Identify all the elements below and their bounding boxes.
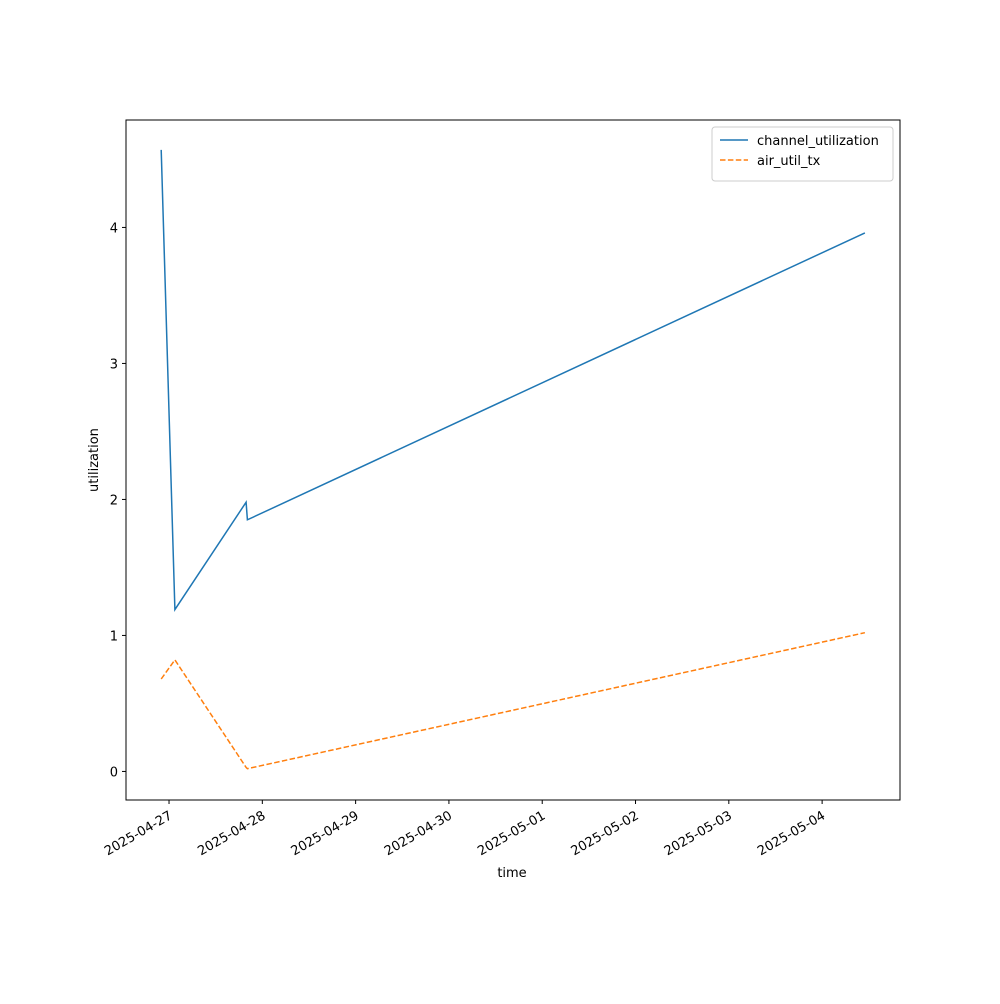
y-axis-label: utilization — [87, 428, 102, 492]
line-series — [160, 631, 866, 770]
y-tick-label: 3 — [110, 357, 118, 372]
legend-label: channel_utilization — [757, 134, 879, 149]
y-tick-label: 1 — [110, 629, 118, 644]
x-axis-label: time — [497, 866, 526, 881]
legend-box — [711, 126, 894, 182]
legend-label: air_util_tx — [757, 154, 821, 169]
y-tick-label: 0 — [110, 765, 118, 780]
y-tick-label: 4 — [110, 221, 118, 236]
plot-frame — [125, 119, 901, 801]
y-tick-label: 2 — [110, 493, 118, 508]
line-series — [160, 149, 866, 612]
